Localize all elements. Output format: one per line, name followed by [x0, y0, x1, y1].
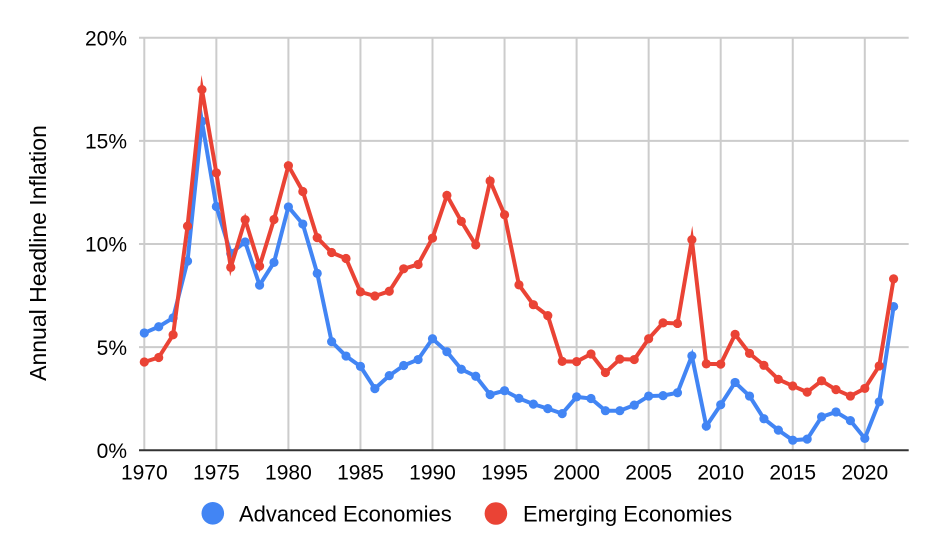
svg-text:1985: 1985 — [337, 461, 384, 484]
svg-text:1990: 1990 — [409, 461, 456, 484]
svg-text:1995: 1995 — [481, 461, 528, 484]
svg-text:2015: 2015 — [769, 461, 816, 484]
svg-text:2000: 2000 — [553, 461, 600, 484]
svg-text:Emerging Economies: Emerging Economies — [523, 502, 732, 527]
svg-text:0%: 0% — [97, 440, 127, 463]
svg-text:1980: 1980 — [265, 461, 312, 484]
svg-text:20%: 20% — [85, 27, 127, 50]
svg-text:2010: 2010 — [697, 461, 744, 484]
svg-text:2005: 2005 — [625, 461, 672, 484]
svg-text:Advanced Economies: Advanced Economies — [239, 502, 452, 527]
svg-text:5%: 5% — [97, 337, 127, 360]
svg-text:15%: 15% — [85, 131, 127, 154]
svg-text:1970: 1970 — [121, 461, 168, 484]
svg-text:Annual Headline Inflation: Annual Headline Inflation — [25, 125, 51, 381]
svg-text:1975: 1975 — [193, 461, 240, 484]
svg-text:2020: 2020 — [841, 461, 888, 484]
svg-text:10%: 10% — [85, 234, 127, 257]
